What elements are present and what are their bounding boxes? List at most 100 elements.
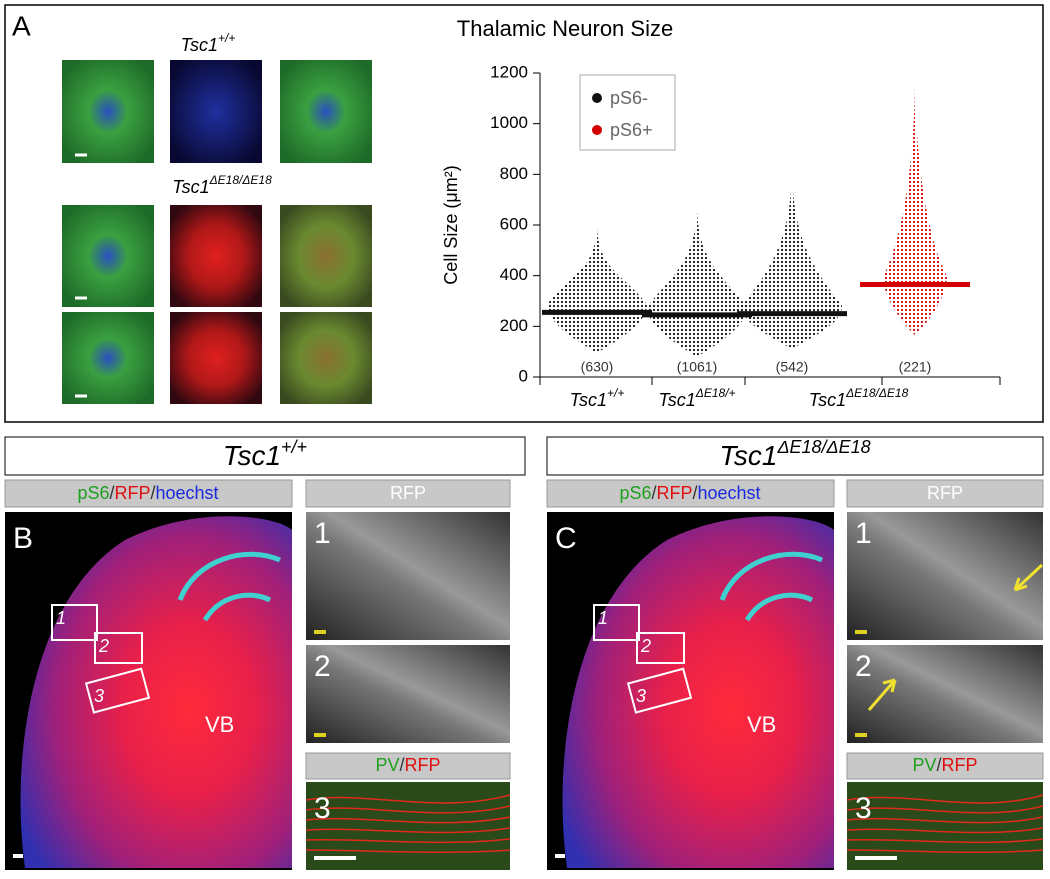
hippocampus bbox=[719, 551, 823, 622]
inset-label: 3 bbox=[855, 792, 872, 825]
dot-cloud bbox=[883, 85, 947, 336]
count-label: (542) bbox=[776, 359, 809, 375]
stain-part: RFP bbox=[656, 483, 692, 503]
category-base: Tsc1 bbox=[658, 390, 695, 410]
category-sup: ΔE18/ΔE18 bbox=[845, 386, 908, 400]
region-box-label: 3 bbox=[636, 686, 646, 706]
fiber bbox=[846, 816, 1044, 824]
header-base: Tsc1 bbox=[223, 440, 281, 471]
stain-label: pS6/RFP/hoechst bbox=[619, 483, 760, 503]
rfp-inset bbox=[306, 645, 510, 743]
dot-cloud bbox=[547, 227, 647, 353]
genotype-sup: +/+ bbox=[218, 31, 235, 45]
header-base: Tsc1 bbox=[719, 440, 777, 471]
fiber bbox=[305, 794, 511, 804]
genotype-label: Tsc1+/+ bbox=[181, 31, 236, 55]
arrow bbox=[1013, 563, 1044, 592]
inset-header: RFP bbox=[390, 483, 426, 503]
legend-marker bbox=[592, 125, 602, 135]
category-base: Tsc1 bbox=[809, 390, 846, 410]
y-tick-label: 1000 bbox=[490, 113, 528, 132]
region-box-label: 2 bbox=[98, 636, 109, 656]
header-sup: +/+ bbox=[281, 437, 307, 457]
stain-part: / bbox=[109, 483, 114, 503]
inset-header: RFP bbox=[927, 483, 963, 503]
stain-part: pS6 bbox=[77, 483, 109, 503]
stain-label: pS6/RFP/hoechst bbox=[77, 483, 218, 503]
fiber bbox=[846, 827, 1044, 834]
stain-part: / bbox=[692, 483, 697, 503]
inset-label: 1 bbox=[855, 517, 872, 550]
x-tick-label: Tsc1ΔE18/ΔE18 bbox=[809, 386, 909, 410]
legend-label: pS6- bbox=[610, 88, 648, 108]
stain-part: RFP bbox=[114, 483, 150, 503]
y-tick-label: 800 bbox=[500, 164, 528, 183]
inset-label: 2 bbox=[314, 650, 331, 683]
y-tick-label: 600 bbox=[500, 214, 528, 233]
category-sup: +/+ bbox=[607, 386, 624, 400]
y-tick-label: 0 bbox=[519, 366, 528, 385]
fiber bbox=[305, 838, 511, 844]
category-base: Tsc1 bbox=[570, 390, 607, 410]
panel-label: A bbox=[12, 10, 31, 41]
panel: Tsc1ΔE18/ΔE18pS6/RFP/hoechst123VBCRFPPV/… bbox=[546, 436, 1044, 870]
x-tick-label: Tsc1+/+ bbox=[570, 386, 625, 410]
stain-part: / bbox=[400, 755, 405, 775]
dot-cloud bbox=[742, 174, 842, 350]
y-tick-label: 1200 bbox=[490, 62, 528, 81]
region-box bbox=[94, 632, 143, 664]
rfp-inset bbox=[306, 512, 510, 640]
region-box bbox=[51, 604, 98, 641]
region-box bbox=[84, 667, 151, 714]
stain-bar bbox=[4, 479, 293, 508]
stain-part: pS6 bbox=[619, 483, 651, 503]
chart-title: Thalamic Neuron Size bbox=[457, 16, 673, 41]
region-box-label: 1 bbox=[56, 608, 66, 628]
inset-label: 3 bbox=[314, 792, 331, 825]
legend bbox=[579, 74, 676, 151]
legend-label: pS6+ bbox=[610, 120, 653, 140]
genotype-sup: ΔE18/ΔE18 bbox=[209, 173, 272, 187]
fiber bbox=[846, 805, 1044, 814]
x-tick-label: Tsc1ΔE18/+ bbox=[658, 386, 735, 410]
panels-bc: Tsc1+/+pS6/RFP/hoechst123VBBRFPPV/RFP123… bbox=[4, 436, 1044, 870]
rfp-inset bbox=[847, 645, 1043, 743]
count-label: (221) bbox=[899, 359, 932, 375]
y-axis-label: Cell Size (μm²) bbox=[441, 165, 461, 284]
region-box-label: 1 bbox=[598, 608, 608, 628]
arrow bbox=[867, 678, 897, 711]
stain-part: PV bbox=[375, 755, 399, 775]
inset-stain-label: PV/RFP bbox=[375, 755, 440, 775]
region-box bbox=[636, 632, 685, 664]
count-label: (630) bbox=[581, 359, 614, 375]
category-sup: ΔE18/+ bbox=[695, 386, 736, 400]
stain-part: hoechst bbox=[156, 483, 219, 503]
inset-label: 1 bbox=[314, 517, 331, 550]
stain-part: / bbox=[651, 483, 656, 503]
panel-header-box bbox=[4, 436, 526, 476]
panel-header: Tsc1ΔE18/ΔE18 bbox=[719, 437, 870, 472]
fiber bbox=[846, 838, 1044, 844]
panel-header-box bbox=[546, 436, 1044, 476]
stain-part: RFP bbox=[405, 755, 441, 775]
hippocampus bbox=[177, 551, 281, 622]
count-label: (1061) bbox=[677, 359, 717, 375]
dot-cloud bbox=[647, 209, 747, 357]
stain-bar bbox=[846, 752, 1044, 780]
y-tick-label: 200 bbox=[500, 316, 528, 335]
fiber bbox=[846, 849, 1044, 853]
micrographs bbox=[62, 60, 372, 404]
genotype-base: Tsc1 bbox=[172, 177, 209, 197]
header-sup: ΔE18/ΔE18 bbox=[776, 437, 870, 457]
legend-marker bbox=[592, 93, 602, 103]
region-box-label: 3 bbox=[94, 686, 104, 706]
inset-header-bar bbox=[305, 479, 511, 508]
panel-header: Tsc1+/+ bbox=[223, 437, 307, 472]
panel-label: B bbox=[13, 522, 33, 555]
fiber bbox=[846, 794, 1044, 804]
fiber bbox=[305, 849, 511, 853]
stain-part: PV bbox=[912, 755, 936, 775]
y-tick-label: 400 bbox=[500, 265, 528, 284]
